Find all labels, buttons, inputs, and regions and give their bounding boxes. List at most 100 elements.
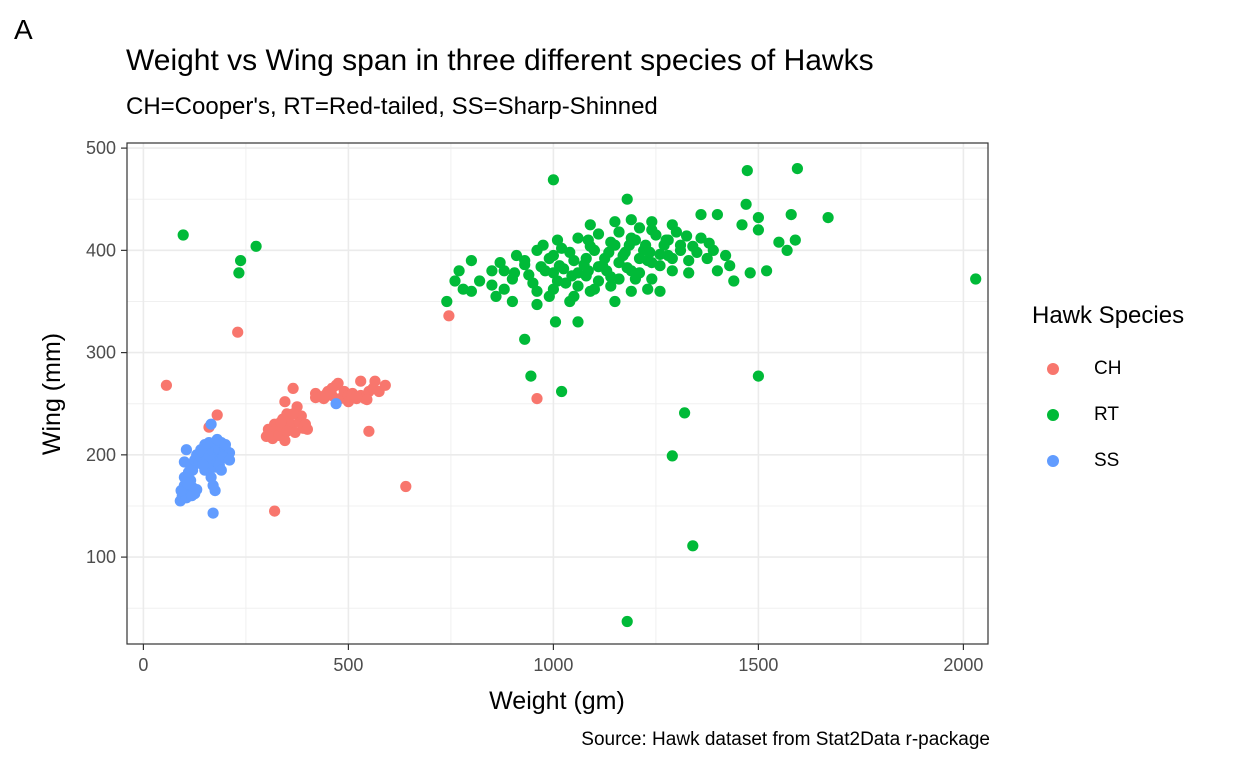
- data-point: [654, 285, 666, 297]
- data-point: [613, 226, 625, 238]
- data-point: [219, 439, 231, 451]
- data-point: [556, 385, 568, 398]
- data-point: [609, 216, 621, 228]
- data-point: [287, 408, 299, 420]
- legend-key: [1047, 363, 1059, 375]
- data-point: [687, 240, 699, 252]
- data-point: [215, 464, 227, 476]
- data-point: [205, 471, 217, 483]
- x-tick-label: 1500: [738, 655, 778, 675]
- data-point: [211, 433, 223, 446]
- data-point: [191, 484, 203, 496]
- data-point: [654, 248, 666, 260]
- data-point: [741, 165, 753, 177]
- data-point: [523, 269, 535, 281]
- data-point: [233, 267, 245, 279]
- data-point: [582, 234, 594, 246]
- data-point: [441, 295, 453, 308]
- data-point: [728, 275, 740, 287]
- data-point: [646, 257, 658, 269]
- data-point: [205, 418, 217, 430]
- data-point: [551, 275, 564, 287]
- data-point: [605, 280, 617, 292]
- x-tick-label: 0: [138, 655, 148, 675]
- y-tick-label: 500: [86, 138, 116, 158]
- data-point: [644, 246, 656, 258]
- data-point: [695, 232, 707, 244]
- data-point: [279, 396, 291, 408]
- x-axis-label: Weight (gm): [489, 687, 625, 715]
- data-point: [679, 407, 691, 419]
- y-tick-label: 100: [86, 547, 116, 567]
- data-point: [681, 230, 693, 242]
- data-point: [752, 212, 765, 224]
- data-point: [474, 275, 486, 287]
- data-point: [197, 459, 209, 471]
- data-point: [970, 273, 982, 285]
- data-point: [449, 275, 461, 287]
- data-point: [724, 260, 736, 272]
- panel-tag: A: [14, 14, 33, 45]
- data-point: [666, 252, 678, 265]
- data-point: [508, 267, 521, 279]
- data-point: [707, 244, 719, 256]
- x-tick-label: 500: [333, 655, 363, 675]
- data-point: [177, 229, 189, 241]
- data-point: [625, 265, 637, 277]
- data-point: [510, 249, 523, 262]
- data-point: [443, 310, 455, 322]
- data-point: [683, 267, 695, 279]
- data-point: [223, 454, 236, 466]
- legend-key: [1047, 409, 1059, 421]
- data-point: [720, 249, 732, 262]
- data-point: [553, 260, 566, 272]
- legend-item-ch: CH: [1047, 357, 1121, 381]
- data-point: [687, 540, 699, 552]
- y-axis: 100 200 300 400 500: [86, 138, 127, 567]
- data-point: [695, 209, 707, 221]
- y-tick-label: 400: [86, 240, 116, 260]
- series-rt: [177, 163, 982, 628]
- legend-item-rt: RT: [1047, 403, 1119, 427]
- legend-item-ss: SS: [1047, 449, 1119, 473]
- data-point: [592, 228, 605, 240]
- data-point: [785, 209, 797, 221]
- data-point: [400, 480, 412, 493]
- data-point: [564, 246, 576, 258]
- data-point: [235, 255, 247, 267]
- data-point: [320, 388, 332, 401]
- data-point: [465, 255, 477, 267]
- data-point: [605, 271, 617, 283]
- data-point: [744, 267, 756, 279]
- data-point: [453, 265, 465, 277]
- data-point: [711, 265, 724, 277]
- data-point: [547, 174, 560, 186]
- data-point: [582, 265, 594, 277]
- data-point: [182, 477, 194, 490]
- data-point: [666, 265, 678, 277]
- data-point: [287, 382, 299, 394]
- data-point: [761, 265, 773, 277]
- data-point: [549, 316, 562, 328]
- data-point: [195, 444, 207, 456]
- data-point: [519, 333, 531, 345]
- data-point: [781, 244, 793, 256]
- data-point: [525, 370, 537, 382]
- data-point: [773, 236, 785, 248]
- data-point: [281, 425, 293, 437]
- chart-subtitle: CH=Cooper's, RT=Red-tailed, SS=Sharp-Shi…: [126, 93, 658, 120]
- data-point: [633, 222, 646, 234]
- data-point: [379, 379, 391, 391]
- data-point: [572, 280, 584, 292]
- data-point: [633, 252, 646, 265]
- data-point: [301, 423, 313, 435]
- data-point: [363, 425, 375, 437]
- data-point: [490, 290, 502, 302]
- data-point: [625, 285, 637, 297]
- data-point: [351, 391, 363, 403]
- data-point: [572, 316, 584, 328]
- legend-label: RT: [1094, 404, 1119, 425]
- x-tick-label: 2000: [943, 655, 983, 675]
- data-point: [646, 216, 658, 228]
- data-point: [822, 212, 834, 224]
